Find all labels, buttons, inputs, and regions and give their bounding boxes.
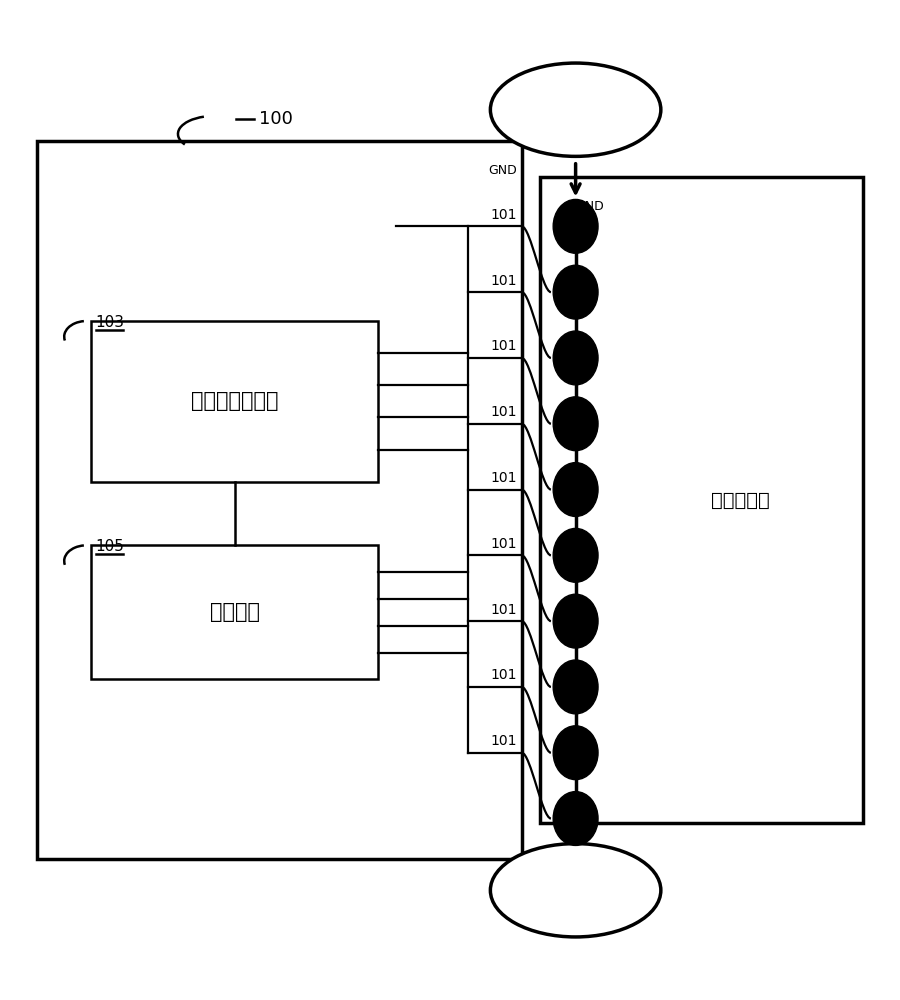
Text: GND: GND	[576, 200, 605, 213]
Text: 控制单元: 控制单元	[210, 602, 260, 622]
Ellipse shape	[554, 792, 598, 845]
Ellipse shape	[554, 331, 598, 385]
Text: 105: 105	[95, 539, 124, 554]
Text: 被测试模块: 被测试模块	[711, 490, 770, 510]
Ellipse shape	[491, 63, 661, 156]
Text: 101: 101	[491, 208, 518, 222]
Text: 100: 100	[258, 110, 292, 128]
Text: 101: 101	[491, 734, 518, 748]
Text: 101: 101	[491, 339, 518, 353]
Text: 101: 101	[491, 668, 518, 682]
Ellipse shape	[554, 594, 598, 648]
Ellipse shape	[554, 726, 598, 780]
Text: 101: 101	[491, 405, 518, 419]
Text: 101: 101	[491, 537, 518, 551]
Text: 101: 101	[491, 603, 518, 617]
Ellipse shape	[554, 397, 598, 451]
Text: GND: GND	[489, 164, 518, 177]
Text: 接地管脚: 接地管脚	[555, 101, 596, 119]
Bar	[91, 321, 378, 482]
Ellipse shape	[554, 660, 598, 714]
Text: 101: 101	[491, 471, 518, 485]
Ellipse shape	[491, 844, 661, 937]
Bar	[91, 545, 378, 679]
Ellipse shape	[554, 463, 598, 516]
Ellipse shape	[554, 528, 598, 582]
Text: 待测管脚: 待测管脚	[555, 881, 596, 899]
Ellipse shape	[554, 199, 598, 253]
Text: 电信号采集电路: 电信号采集电路	[191, 391, 278, 411]
Ellipse shape	[554, 265, 598, 319]
Bar	[37, 141, 522, 859]
Bar	[540, 177, 863, 823]
Text: 101: 101	[491, 274, 518, 288]
Text: 103: 103	[95, 315, 124, 330]
